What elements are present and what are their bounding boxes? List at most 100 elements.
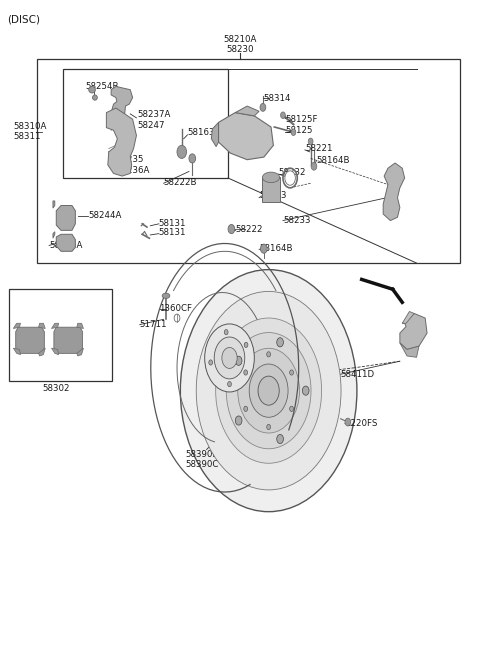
Polygon shape <box>211 122 218 147</box>
Text: 58233: 58233 <box>283 216 311 225</box>
Polygon shape <box>13 348 21 355</box>
Circle shape <box>235 416 242 425</box>
Polygon shape <box>13 323 21 328</box>
Circle shape <box>244 406 248 411</box>
Circle shape <box>267 351 271 357</box>
Text: 58314: 58314 <box>263 95 290 103</box>
Ellipse shape <box>89 87 96 93</box>
Bar <box>263 177 280 202</box>
Text: (DISC): (DISC) <box>7 14 40 25</box>
Circle shape <box>228 225 235 234</box>
Text: 58254B: 58254B <box>85 82 119 91</box>
Circle shape <box>260 103 266 111</box>
Polygon shape <box>54 327 83 353</box>
Circle shape <box>311 162 317 170</box>
Circle shape <box>244 370 248 375</box>
Circle shape <box>209 360 213 365</box>
Circle shape <box>180 269 357 512</box>
Text: 58236A: 58236A <box>116 166 149 175</box>
Ellipse shape <box>285 171 295 185</box>
Circle shape <box>281 112 285 118</box>
Circle shape <box>308 138 313 145</box>
Circle shape <box>226 332 311 449</box>
Text: 58311: 58311 <box>13 132 41 141</box>
Text: 58213: 58213 <box>259 191 287 200</box>
Polygon shape <box>56 206 75 231</box>
Text: 58310A: 58310A <box>13 122 47 131</box>
Ellipse shape <box>162 293 170 298</box>
Circle shape <box>189 154 196 163</box>
Text: 58125: 58125 <box>285 125 313 135</box>
Circle shape <box>249 364 288 417</box>
Polygon shape <box>38 323 45 328</box>
Polygon shape <box>107 108 136 176</box>
Circle shape <box>224 330 228 335</box>
Circle shape <box>289 370 293 375</box>
Circle shape <box>177 145 187 158</box>
Circle shape <box>216 318 322 463</box>
Text: 58230: 58230 <box>226 45 254 55</box>
Circle shape <box>277 434 283 443</box>
Text: 58390B: 58390B <box>185 449 218 459</box>
Text: 58244A: 58244A <box>49 241 83 250</box>
Text: 58221: 58221 <box>305 144 333 153</box>
Circle shape <box>228 382 231 387</box>
Polygon shape <box>383 163 405 221</box>
Text: 58235: 58235 <box>116 155 144 164</box>
Bar <box>63 70 228 178</box>
Polygon shape <box>218 112 274 160</box>
Polygon shape <box>56 235 75 251</box>
Polygon shape <box>400 313 427 350</box>
Text: 58164B: 58164B <box>316 156 350 165</box>
Circle shape <box>222 348 237 369</box>
Polygon shape <box>77 323 84 328</box>
Polygon shape <box>51 348 59 355</box>
Circle shape <box>345 418 351 426</box>
Polygon shape <box>53 232 55 238</box>
Polygon shape <box>235 106 259 116</box>
Text: 58210A: 58210A <box>223 35 257 44</box>
Text: 58164B: 58164B <box>259 244 293 253</box>
Circle shape <box>267 424 271 430</box>
Text: 51711: 51711 <box>140 320 168 329</box>
Polygon shape <box>51 323 59 328</box>
Ellipse shape <box>263 172 280 183</box>
Circle shape <box>302 386 309 396</box>
Circle shape <box>238 348 300 433</box>
Circle shape <box>277 338 283 347</box>
Text: 1360CF: 1360CF <box>159 304 192 313</box>
Polygon shape <box>53 201 55 208</box>
Text: 58390C: 58390C <box>185 460 218 469</box>
Circle shape <box>204 324 254 392</box>
Polygon shape <box>400 343 419 357</box>
Text: 58247: 58247 <box>137 120 165 129</box>
Circle shape <box>291 129 296 135</box>
Text: 58222: 58222 <box>235 225 263 234</box>
Text: 58232: 58232 <box>278 168 306 177</box>
Polygon shape <box>111 87 132 122</box>
Circle shape <box>289 406 293 411</box>
Ellipse shape <box>93 95 97 100</box>
Polygon shape <box>402 311 414 323</box>
Text: 58237A: 58237A <box>137 110 171 119</box>
Text: 58302: 58302 <box>43 384 70 393</box>
Text: 58244A: 58244A <box>88 212 121 221</box>
Circle shape <box>258 376 279 405</box>
Circle shape <box>244 342 248 348</box>
Bar <box>37 59 459 263</box>
Polygon shape <box>38 348 45 356</box>
Polygon shape <box>77 348 84 356</box>
Circle shape <box>261 244 267 253</box>
Circle shape <box>235 356 242 365</box>
Bar <box>9 289 112 381</box>
Text: 58163B: 58163B <box>188 128 221 137</box>
Text: 58222B: 58222B <box>164 178 197 187</box>
Circle shape <box>214 337 245 379</box>
Text: 58411D: 58411D <box>340 371 374 380</box>
Text: 58131: 58131 <box>159 229 186 237</box>
Circle shape <box>196 292 341 490</box>
Text: 1220FS: 1220FS <box>345 419 377 428</box>
Polygon shape <box>16 327 44 353</box>
Text: 58125F: 58125F <box>285 115 318 124</box>
Text: 58131: 58131 <box>159 219 186 228</box>
